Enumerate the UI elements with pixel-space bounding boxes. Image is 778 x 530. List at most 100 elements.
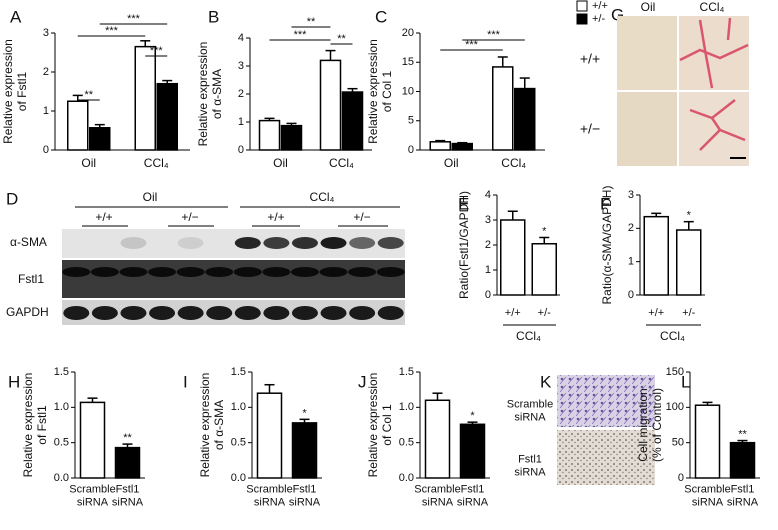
y-tick-label: 3 xyxy=(485,214,491,226)
x-tick-label: +/- xyxy=(538,307,551,319)
bar xyxy=(424,399,451,479)
bar xyxy=(429,141,451,151)
panel-letter: E xyxy=(458,194,469,213)
blot-band xyxy=(177,306,204,320)
blot-band xyxy=(205,267,234,277)
y-tick-label: 0.5 xyxy=(399,437,414,449)
blot-row xyxy=(62,229,405,258)
row-label: Fstl1 siRNA xyxy=(514,453,546,478)
y-axis-label: Ratio(Fstl1/GAPDH) xyxy=(457,191,471,299)
panel-letter: C xyxy=(375,7,387,26)
panel-letter: J xyxy=(358,372,367,391)
genotype-label: +/− xyxy=(181,210,198,224)
row-label: Fstl1 xyxy=(18,272,44,286)
blot-band xyxy=(63,306,90,320)
y-tick-label: 1.5 xyxy=(231,366,246,378)
x-tick-label: Scramble siRNA xyxy=(246,483,292,508)
significance-label: *** xyxy=(150,45,164,57)
y-tick-label: 0 xyxy=(628,289,634,301)
column-label: Oil xyxy=(641,0,656,14)
x-tick-label: Fstl1 siRNA xyxy=(289,483,321,508)
bar-chart: L Cell migration (% of Control) 0 50 100 150 Sc… xyxy=(636,366,760,508)
bar xyxy=(451,142,473,151)
group-label: CCl₄ xyxy=(516,329,541,343)
y-tick-label: 2 xyxy=(43,66,49,78)
y-tick-label: 0 xyxy=(408,144,414,156)
y-axis-label: Relative expression xyxy=(366,373,380,478)
bar xyxy=(319,59,342,151)
y-tick-label: 3 xyxy=(238,60,244,72)
bar-chart: B Relative expression of α-SMA 0 1 2 3 4 Oil CCl₄… xyxy=(196,7,372,170)
blot-band xyxy=(263,306,290,320)
blot-band xyxy=(234,237,261,249)
significance-label: * xyxy=(302,407,307,419)
y-tick-label: 2 xyxy=(628,222,634,234)
bar xyxy=(256,392,283,479)
y-tick-label: 1.0 xyxy=(54,401,69,413)
bar xyxy=(79,401,106,479)
group-label: Oil xyxy=(143,190,158,204)
y-tick-label: 0.5 xyxy=(54,437,69,449)
x-tick-label: Scramble siRNA xyxy=(684,483,730,508)
bar xyxy=(694,404,721,479)
migration: K Scramble siRNA Fstl1 siRNA xyxy=(507,372,655,485)
bar-chart: J Relative expression of Col 1 0.0 0.5 1.0 1.5… xyxy=(358,366,490,508)
x-tick-label: Oil xyxy=(444,156,459,170)
blot-band xyxy=(319,267,348,277)
y-tick-label: 1 xyxy=(238,116,244,128)
bar xyxy=(676,229,702,296)
bar xyxy=(134,45,156,151)
panel-letter: K xyxy=(540,372,552,391)
y-tick-label: 0 xyxy=(43,144,49,156)
blot-band xyxy=(263,237,290,249)
x-tick-label: Oil xyxy=(81,156,96,170)
significance-label: ** xyxy=(123,432,132,444)
bar xyxy=(492,66,514,151)
blot-band xyxy=(176,267,205,277)
y-tick-label: 0 xyxy=(485,289,491,301)
migration-image xyxy=(557,375,655,427)
bar xyxy=(258,119,281,151)
y-tick-label: 3 xyxy=(43,27,49,39)
histology-image xyxy=(617,92,677,166)
y-axis-label: Relative expression xyxy=(1,39,15,144)
blot-band xyxy=(349,306,376,320)
legend-swatch xyxy=(576,0,588,12)
y-tick-label: 150 xyxy=(666,366,684,378)
blot-band xyxy=(234,306,261,320)
y-axis-label: of Col 1 xyxy=(380,404,394,446)
column-label: CCl₄ xyxy=(700,0,725,14)
y-tick-label: 4 xyxy=(238,32,244,44)
y-axis-label: of α-SMA xyxy=(210,69,224,119)
y-axis-label: Ratio(α-SMA/GAPDH) xyxy=(600,186,614,305)
y-tick-label: 2 xyxy=(238,88,244,100)
blot-band xyxy=(91,306,118,320)
blot-band xyxy=(290,267,319,277)
y-tick-label: 0.5 xyxy=(231,437,246,449)
y-tick-label: 0 xyxy=(238,144,244,156)
y-tick-label: 5 xyxy=(408,115,414,127)
bar xyxy=(291,422,318,479)
y-tick-label: 1.5 xyxy=(54,366,69,378)
panel-letter: H xyxy=(8,372,20,391)
y-axis-label: of Fstl1 xyxy=(35,405,49,445)
y-axis-label: of Fstl1 xyxy=(15,72,29,112)
y-tick-label: 1 xyxy=(628,256,634,268)
x-tick-label: +/+ xyxy=(648,307,664,319)
legend-label: +/+ xyxy=(592,0,608,12)
western-blot: D Oil CCl₄ +/+ +/− +/+ +/− α-SMA Fstl1 G… xyxy=(6,189,405,325)
y-tick-label: 0.0 xyxy=(54,472,69,484)
y-axis-label: (% of Control) xyxy=(650,388,664,462)
bar xyxy=(531,243,557,296)
bar xyxy=(280,124,303,151)
significance-label: *** xyxy=(487,29,501,41)
y-axis-label: Relative expression xyxy=(366,39,380,144)
row-label: Scramble siRNA xyxy=(507,398,553,423)
y-tick-label: 100 xyxy=(666,401,684,413)
y-tick-label: 50 xyxy=(672,437,684,449)
significance-label: * xyxy=(687,210,692,222)
blot-band xyxy=(349,237,376,249)
genotype-label: +/− xyxy=(353,210,370,224)
y-tick-label: 1.0 xyxy=(231,401,246,413)
